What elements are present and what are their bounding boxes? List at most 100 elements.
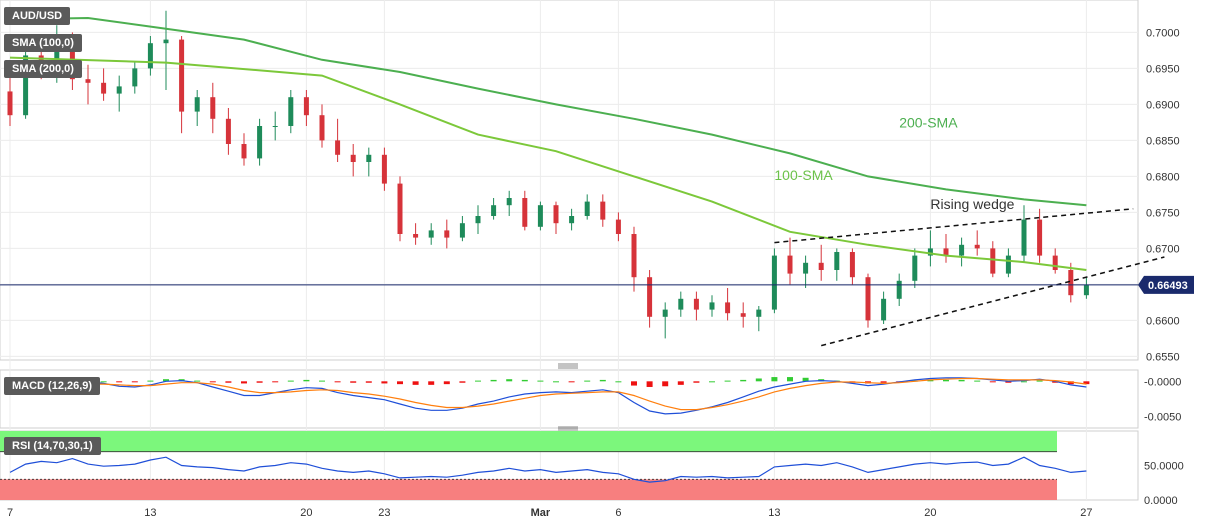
macd-hist-bar-50 — [787, 377, 793, 382]
rsi-line — [9, 456, 1087, 483]
macd-hist-bar-66 — [1036, 380, 1043, 382]
macd-hist-bar-69 — [1083, 381, 1090, 385]
candle-body-52 — [818, 262, 824, 270]
macd-hist-bar-68 — [1067, 381, 1074, 385]
candle-body-51 — [803, 262, 809, 274]
macd-hist-bar-30 — [475, 380, 481, 382]
candle-body-59 — [927, 248, 933, 256]
macd-hist-bar-36 — [568, 381, 575, 383]
macd-hist-bar-12 — [194, 380, 201, 382]
macd-hist-bar-64 — [1005, 381, 1012, 383]
candle-body-48 — [756, 309, 762, 317]
candle-body-8 — [132, 68, 138, 87]
price-tick-label-2: 0.6900 — [1146, 99, 1180, 111]
candle-body-34 — [537, 205, 543, 227]
wedge-upper-line — [774, 208, 1134, 244]
macd-hist-bar-10 — [163, 379, 169, 382]
candle-body-30 — [475, 216, 481, 224]
macd-hist-bar-56 — [880, 381, 887, 383]
candle-body-20 — [319, 115, 325, 141]
macd-hist-bar-40 — [631, 381, 637, 386]
macd-hist-bar-46 — [724, 380, 731, 382]
price-tick-label-9: 0.6550 — [1146, 351, 1180, 363]
macd-hist-bar-49 — [771, 377, 778, 382]
sma100-legend: SMA (100,0) — [4, 34, 82, 52]
price-tick-label-4: 0.6800 — [1146, 171, 1180, 183]
candle-body-27 — [428, 230, 434, 238]
candle-body-63 — [990, 248, 996, 274]
sma200-legend: SMA (200,0) — [4, 60, 82, 78]
price-tick-label-5: 0.6750 — [1146, 207, 1180, 219]
price-tick-label-1: 0.6950 — [1146, 63, 1180, 75]
candle-body-18 — [288, 97, 294, 126]
candle-body-16 — [257, 126, 263, 159]
last-price-label: 0.66493 — [1148, 280, 1188, 292]
candle-body-69 — [1083, 285, 1089, 296]
candle-body-56 — [881, 298, 887, 321]
macd-hist-bar-45 — [709, 381, 715, 383]
candle-body-64 — [1005, 255, 1011, 274]
macd-hist-bar-43 — [677, 381, 684, 385]
candle-body-11 — [179, 39, 185, 112]
macd-hist-bar-27 — [428, 381, 435, 385]
macd-hist-bar-7 — [116, 381, 123, 383]
candle-body-15 — [241, 144, 247, 159]
macd-hist-bar-29 — [459, 381, 466, 383]
macd-hist-bar-26 — [412, 381, 419, 385]
candle-body-62 — [974, 244, 980, 249]
rsi-overbought-zone — [0, 431, 1057, 452]
macd-hist-bar-6 — [100, 381, 107, 383]
macd-hist-bar-19 — [303, 379, 310, 382]
candle-body-57 — [896, 280, 902, 299]
candle-body-40 — [631, 234, 637, 278]
macd-hist-bar-62 — [974, 380, 981, 382]
candle-body-24 — [381, 154, 387, 184]
candle-body-43 — [678, 298, 684, 310]
candle-body-44 — [693, 298, 699, 310]
candle-body-67 — [1052, 255, 1058, 270]
candle-body-13 — [210, 97, 216, 119]
macd-hist-bar-51 — [802, 377, 809, 382]
candle-body-46 — [725, 302, 731, 314]
candle-body-5 — [85, 79, 91, 83]
x-tick-label-6: 13 — [768, 507, 780, 519]
macd-hist-bar-16 — [256, 381, 263, 383]
x-tick-label-7: 20 — [924, 507, 936, 519]
price-tick-label-8: 0.6600 — [1146, 315, 1180, 327]
macd-hist-bar-33 — [521, 379, 528, 382]
x-tick-label-4: Mar — [531, 507, 551, 519]
x-tick-label-1: 13 — [144, 507, 156, 519]
candle-body-6 — [101, 82, 107, 94]
macd-tick-label-0: -0.0000 — [1144, 376, 1181, 388]
macd-hist-bar-25 — [397, 381, 403, 385]
macd-signal-line — [9, 377, 1087, 411]
candle-body-19 — [303, 97, 309, 116]
macd-hist-bar-63 — [989, 381, 996, 383]
candle-body-10 — [163, 39, 169, 44]
macd-hist-bar-23 — [365, 381, 372, 383]
candle-body-66 — [1037, 219, 1043, 256]
macd-hist-bar-37 — [584, 380, 591, 382]
candle-body-55 — [865, 277, 871, 321]
macd-hist-bar-38 — [599, 379, 606, 382]
macd-hist-bar-13 — [209, 381, 216, 383]
candle-body-21 — [335, 140, 341, 155]
candle-body-9 — [147, 43, 153, 69]
candle-body-1 — [23, 55, 29, 116]
macd-hist-bar-22 — [350, 381, 357, 383]
candle-body-65 — [1021, 219, 1027, 256]
macd-hist-bar-32 — [506, 379, 513, 382]
x-tick-label-0: 7 — [7, 507, 13, 519]
macd-hist-bar-48 — [755, 378, 762, 382]
annotation-2: Rising wedge — [930, 196, 1014, 212]
candle-body-32 — [506, 198, 512, 206]
last-price-tag — [1138, 275, 1194, 294]
x-tick-label-2: 20 — [300, 507, 312, 519]
rsi-label: RSI (14,70,30,1) — [4, 437, 101, 455]
price-tick-label-0: 0.7000 — [1146, 27, 1180, 39]
macd-tick-label-1: -0.0050 — [1144, 412, 1181, 424]
macd-hist-bar-59 — [927, 379, 934, 382]
macd-hist-bar-20 — [319, 380, 325, 382]
macd-hist-bar-34 — [537, 380, 544, 382]
